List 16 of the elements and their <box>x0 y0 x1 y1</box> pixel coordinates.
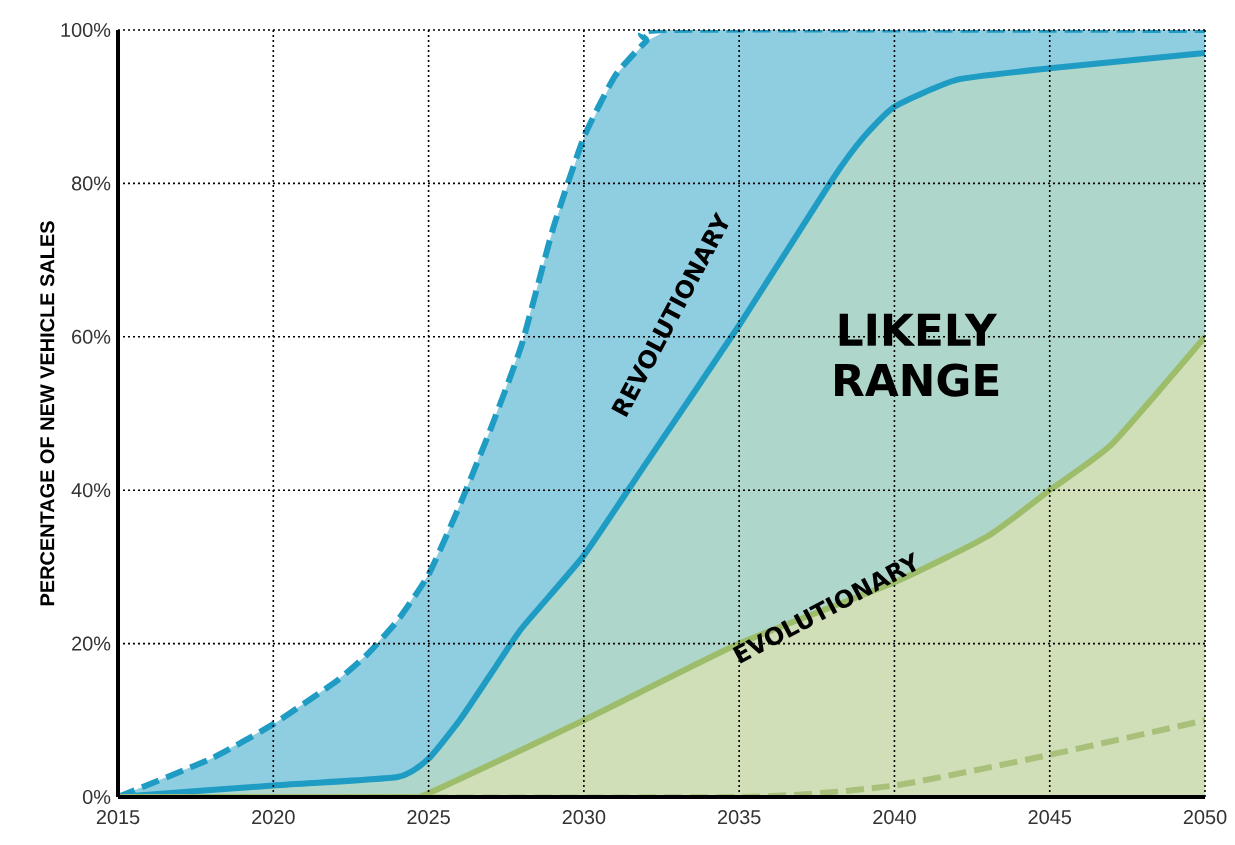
y-tick-label: 100% <box>61 22 111 38</box>
y-tick-label: 80% <box>71 176 111 191</box>
x-tick-label: 2030 <box>562 810 606 825</box>
x-tick-label: 2040 <box>873 810 916 825</box>
y-axis-title: PERCENTAGE OF NEW VEHICLE SALES <box>40 221 55 606</box>
y-tick-label: 60% <box>72 329 111 344</box>
x-tick-label: 2035 <box>717 810 761 825</box>
y-tick-label: 0% <box>82 789 111 805</box>
x-tick-label: 2020 <box>252 810 295 825</box>
x-tick-label: 2025 <box>407 810 450 825</box>
x-tick-label: 2050 <box>1183 810 1227 825</box>
annotation: LIKELY RANGE <box>835 313 999 397</box>
y-tick-label: 20% <box>72 636 111 651</box>
x-tick-label: 2045 <box>1028 810 1072 825</box>
y-tick-label: 40% <box>71 483 111 498</box>
x-tick-label: 2015 <box>96 810 140 825</box>
